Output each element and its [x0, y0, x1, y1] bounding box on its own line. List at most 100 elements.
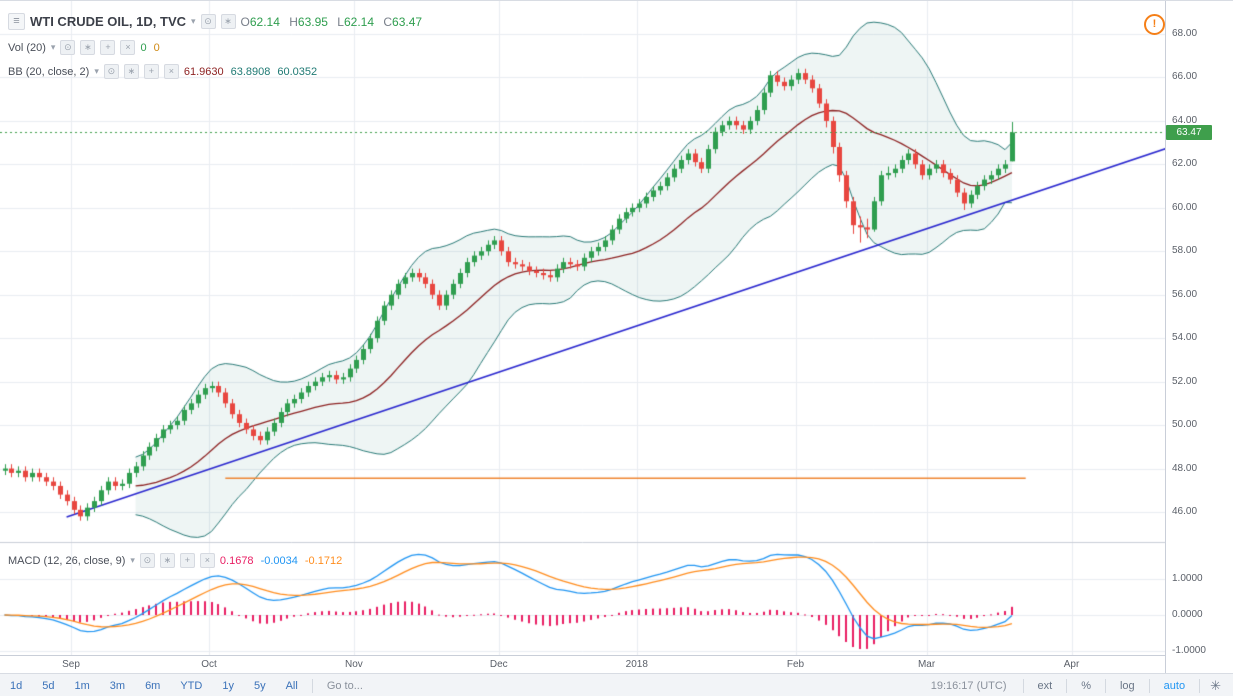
range-button-1y[interactable]: 1y	[222, 679, 234, 692]
price-tick: 68.00	[1172, 28, 1198, 39]
toolbar-divider	[311, 678, 313, 693]
indicator-value: 0.1678	[219, 554, 254, 567]
indicator-value: 60.0352	[277, 65, 318, 78]
indicator-value: -0.1712	[304, 554, 343, 567]
plus-icon[interactable]: +	[143, 64, 159, 79]
month-label: Mar	[917, 659, 936, 670]
chevron-down-icon[interactable]: ▾	[191, 16, 196, 26]
macd-tick: -1.0000	[1172, 644, 1206, 656]
close-label: C	[383, 14, 393, 29]
low-label: L	[337, 14, 344, 29]
settings-gear-icon[interactable]: ✳	[1210, 677, 1221, 693]
range-selector: 1d 5d 1m 3m 6m YTD 1y 5y All Go to...	[0, 674, 373, 696]
symbol-legend: ≡ WTI CRUDE OIL, 1D, TVC ▾ ⊙ ∗ O62.14 H6…	[8, 13, 428, 30]
month-label: 2018	[625, 659, 648, 670]
range-button-5d[interactable]: 5d	[42, 679, 55, 692]
range-button-5y[interactable]: 5y	[253, 679, 266, 692]
alert-icon[interactable]: !	[1144, 14, 1165, 35]
toolbar-divider	[1066, 678, 1068, 693]
open-label: O	[240, 14, 250, 29]
price-chart-canvas[interactable]	[0, 1, 1165, 655]
month-label: Nov	[344, 659, 363, 670]
low-value: 62.14	[343, 14, 375, 29]
range-button-6m[interactable]: 6m	[145, 679, 161, 692]
indicator-value: 61.9630	[183, 65, 224, 78]
time-axis[interactable]: Sep Oct Nov Dec 2018 Feb Mar Apr	[0, 655, 1165, 674]
plus-icon[interactable]: +	[100, 40, 116, 55]
chart-area: ≡ WTI CRUDE OIL, 1D, TVC ▾ ⊙ ∗ O62.14 H6…	[0, 1, 1165, 655]
high-value: 63.95	[297, 14, 328, 29]
toggle-auto[interactable]: auto	[1163, 679, 1186, 692]
symbol-menu-icon[interactable]: ≡	[8, 13, 25, 30]
indicator-value: -0.0034	[260, 554, 298, 567]
range-button-3m[interactable]: 3m	[109, 679, 126, 692]
month-label: Dec	[489, 659, 508, 670]
price-tick: 66.00	[1172, 71, 1198, 83]
price-tick: 52.00	[1172, 375, 1198, 387]
price-tick: 48.00	[1172, 462, 1198, 474]
month-label: Oct	[201, 659, 217, 670]
eye-icon[interactable]: ⊙	[60, 40, 76, 55]
toggle-ext[interactable]: ext	[1037, 679, 1053, 692]
chevron-down-icon[interactable]: ▾	[94, 66, 99, 76]
close-icon[interactable]: ×	[163, 64, 179, 79]
ohlc-readout: O62.14 H63.95 L62.14 C63.47	[241, 15, 429, 29]
gear-icon[interactable]: ∗	[80, 40, 96, 55]
clock-readout: 19:16:17 (UTC)	[930, 679, 1007, 692]
macd-indicator-label[interactable]: MACD (12, 26, close, 9)	[8, 554, 126, 567]
range-button-1m[interactable]: 1m	[74, 679, 90, 692]
toolbar-right: 19:16:17 (UTC) ext% log auto ✳	[919, 674, 1233, 696]
open-value: 62.14	[249, 14, 280, 29]
price-tick: 46.00	[1172, 505, 1198, 517]
close-icon[interactable]: ×	[120, 40, 136, 55]
macd-tick: 0.0000	[1172, 609, 1203, 620]
bottom-toolbar: 1d 5d 1m 3m 6m YTD 1y 5y All Go to... 19:16:17 (U…	[0, 673, 1233, 696]
indicator-value: 0	[140, 41, 147, 54]
toggle-percent[interactable]: %	[1081, 679, 1091, 692]
chevron-down-icon[interactable]: ▾	[50, 42, 56, 52]
month-label: Sep	[62, 659, 80, 670]
plus-icon[interactable]: +	[179, 553, 195, 568]
price-tick: 56.00	[1172, 288, 1198, 300]
price-tick: 58.00	[1172, 245, 1198, 257]
bb-values: 61.9630 63.8908 60.0352	[184, 66, 324, 78]
range-button-all[interactable]: All	[285, 679, 298, 692]
close-value: 63.47	[392, 14, 423, 29]
price-axis[interactable]: 63.47 68.00 66.00 64.00 62.00 60.00 58.00 56.0…	[1165, 1, 1233, 673]
eye-icon[interactable]: ⊙	[200, 14, 216, 29]
chevron-down-icon[interactable]: ▾	[130, 555, 135, 565]
price-tick: 50.00	[1172, 419, 1198, 431]
macd-values: 0.1678 -0.0034 -0.1712	[220, 555, 349, 567]
toolbar-divider	[1022, 678, 1024, 693]
gear-icon[interactable]: ∗	[123, 64, 139, 79]
bb-indicator-label[interactable]: BB (20, close, 2)	[8, 65, 90, 78]
symbol-title[interactable]: WTI CRUDE OIL, 1D, TVC	[30, 14, 186, 29]
indicator-value: 63.8908	[230, 65, 271, 78]
range-button-ytd[interactable]: YTD	[180, 679, 203, 692]
price-tick: 64.00	[1172, 114, 1198, 126]
volume-indicator-label[interactable]: Vol (20)	[8, 41, 46, 54]
last-price-tag: 63.47	[1166, 124, 1212, 140]
price-tick: 54.00	[1172, 332, 1198, 344]
toggle-log[interactable]: log	[1119, 679, 1135, 692]
price-tick: 62.00	[1172, 158, 1198, 170]
toolbar-divider	[1199, 678, 1201, 693]
toolbar-divider	[1104, 678, 1106, 693]
range-button-1d[interactable]: 1d	[10, 679, 23, 692]
gear-icon[interactable]: ∗	[220, 14, 236, 29]
month-label: Feb	[786, 659, 805, 670]
close-icon[interactable]: ×	[199, 553, 215, 568]
toolbar-divider	[1148, 678, 1150, 693]
goto-button[interactable]: Go to...	[326, 679, 363, 692]
macd-legend: MACD (12, 26, close, 9) ▾ ⊙ ∗ + × 0.1678…	[8, 553, 349, 568]
macd-tick: 1.0000	[1172, 573, 1203, 585]
month-label: Apr	[1063, 659, 1080, 670]
gear-icon[interactable]: ∗	[159, 553, 175, 568]
indicator-value: 0	[153, 41, 160, 54]
eye-icon[interactable]: ⊙	[103, 64, 119, 79]
high-label: H	[289, 14, 298, 29]
eye-icon[interactable]: ⊙	[139, 553, 155, 568]
